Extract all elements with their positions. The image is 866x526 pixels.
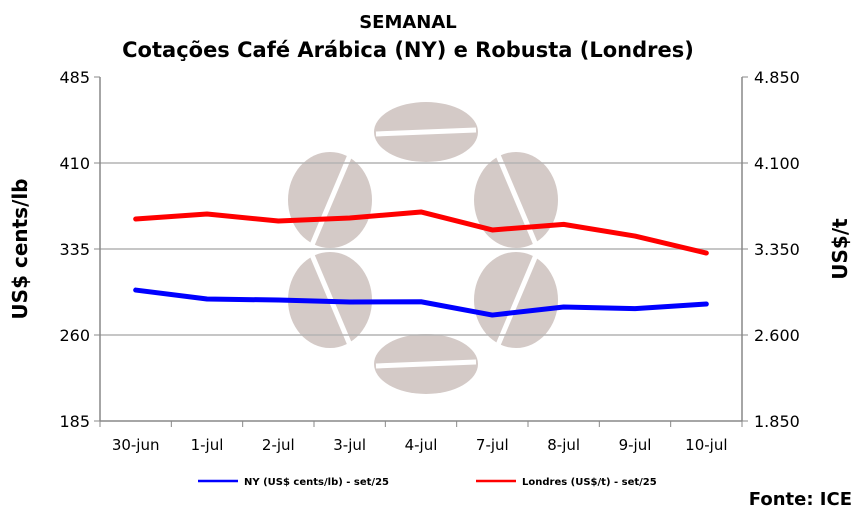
y-tick-label-left: 485 — [59, 68, 90, 87]
series-line-ny — [133, 287, 709, 318]
x-tick-label: 30-jun — [112, 436, 160, 454]
x-tick-label: 3-jul — [333, 436, 366, 454]
y-tick-label-right: 4.100 — [754, 154, 800, 173]
x-tick-label: 2-jul — [262, 436, 295, 454]
y-tick-label-left: 335 — [59, 240, 90, 259]
chart-title: SEMANAL — [359, 12, 457, 33]
series-line-londres — [133, 209, 709, 256]
y-tick-label-right: 2.600 — [754, 326, 800, 345]
x-tick-label: 7-jul — [476, 436, 509, 454]
chart-subtitle: Cotações Café Arábica (NY) e Robusta (Lo… — [122, 38, 694, 62]
source-note: Fonte: ICE — [748, 489, 852, 510]
watermark-coffee-beans — [288, 102, 558, 394]
y-tick-label-right: 1.850 — [754, 412, 800, 431]
y-axis-label-right: US$/t — [828, 218, 852, 280]
y-tick-label-left: 260 — [59, 326, 90, 345]
x-tick-label: 1-jul — [191, 436, 224, 454]
legend-label: NY (US$ cents/lb) - set/25 — [244, 477, 389, 488]
x-tick-label: 4-jul — [405, 436, 438, 454]
y-axis-label-left: US$ cents/lb — [8, 178, 32, 319]
x-tick-label: 9-jul — [619, 436, 652, 454]
x-tick-label: 8-jul — [547, 436, 580, 454]
legend-label: Londres (US$/t) - set/25 — [522, 477, 657, 488]
x-tick-label: 10-jul — [685, 436, 727, 454]
y-tick-label-right: 3.350 — [754, 240, 800, 259]
y-tick-label-left: 185 — [59, 412, 90, 431]
y-tick-label-left: 410 — [59, 154, 90, 173]
y-tick-label-right: 4.850 — [754, 68, 800, 87]
